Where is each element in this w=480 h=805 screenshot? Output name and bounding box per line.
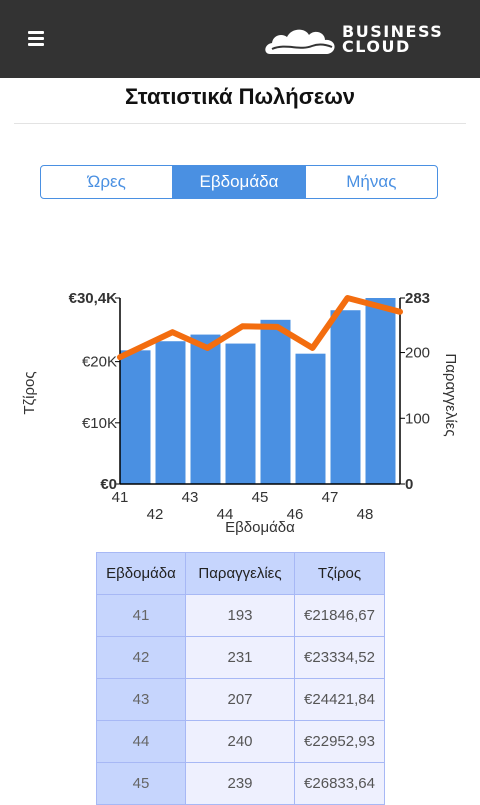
cell-orders: 240 — [185, 720, 295, 763]
tab-week[interactable]: Εβδομάδα — [172, 166, 305, 198]
right-tick-label: 200 — [405, 345, 430, 362]
tab-month[interactable]: Μήνας — [304, 166, 437, 198]
column-header-revenue: Τζίρος — [294, 552, 385, 595]
cell-week: 45 — [96, 762, 186, 805]
table-row: 45 239 €26833,64 — [96, 762, 385, 805]
revenue-bar — [225, 343, 256, 484]
x-tick-label: 48 — [357, 506, 374, 523]
period-selector: Ώρες Εβδομάδα Μήνας — [40, 165, 438, 199]
sales-table: Εβδομάδα Παραγγελίες Τζίρος 41 193 €2184… — [96, 552, 385, 805]
x-tick-label: 45 — [252, 489, 269, 506]
right-tick-label: 283 — [405, 290, 430, 307]
column-header-week: Εβδομάδα — [96, 552, 186, 595]
right-tick-label: 0 — [405, 476, 413, 493]
cell-revenue: €21846,67 — [294, 594, 385, 637]
cell-orders: 239 — [185, 762, 295, 805]
app-header: BUSINESS CLOUD — [0, 0, 480, 78]
table-row: 44 240 €22952,93 — [96, 720, 385, 763]
title-divider — [14, 123, 466, 124]
left-tick-label: €0 — [100, 476, 117, 493]
x-tick-label: 46 — [287, 506, 304, 523]
left-tick-label: €10K — [82, 415, 117, 432]
revenue-bar — [190, 334, 221, 484]
cell-week: 43 — [96, 678, 186, 721]
column-header-orders: Παραγγελίες — [185, 552, 295, 595]
cloud-icon — [265, 29, 335, 54]
right-tick-label: 100 — [405, 410, 430, 427]
cell-revenue: €23334,52 — [294, 636, 385, 679]
left-tick-label: €30,4K — [69, 290, 118, 307]
revenue-bar — [260, 319, 291, 484]
revenue-bar — [295, 353, 326, 484]
cell-revenue: €26833,64 — [294, 762, 385, 805]
left-axis-title: Τζίρος — [21, 371, 38, 414]
revenue-bar — [155, 341, 186, 484]
logo-line-2: CLOUD — [342, 37, 411, 56]
cell-revenue: €22952,93 — [294, 720, 385, 763]
hamburger-menu-icon[interactable] — [28, 31, 44, 47]
orders-line — [117, 295, 403, 361]
tab-hours[interactable]: Ώρες — [87, 172, 126, 191]
cell-week: 41 — [96, 594, 186, 637]
table-header-row: Εβδομάδα Παραγγελίες Τζίρος — [96, 552, 385, 595]
x-tick-label: 47 — [322, 489, 339, 506]
cell-week: 44 — [96, 720, 186, 763]
logo-text: BUSINESS CLOUD — [342, 22, 444, 56]
right-axis-title: Παραγγελίες — [442, 353, 459, 436]
cell-revenue: €24421,84 — [294, 678, 385, 721]
revenue-bar — [365, 298, 396, 484]
revenue-bar — [120, 350, 151, 484]
table-row: 41 193 €21846,67 — [96, 594, 385, 637]
x-tick-label: 42 — [147, 506, 164, 523]
cell-week: 42 — [96, 636, 186, 679]
x-axis-title: Εβδομάδα — [225, 519, 295, 536]
x-tick-label: 41 — [112, 489, 129, 506]
x-tick-label: 44 — [217, 506, 234, 523]
cell-orders: 193 — [185, 594, 295, 637]
table-row: 43 207 €24421,84 — [96, 678, 385, 721]
cell-orders: 231 — [185, 636, 295, 679]
revenue-bar — [330, 310, 361, 484]
business-cloud-logo: BUSINESS CLOUD — [264, 20, 460, 60]
table-row: 42 231 €23334,52 — [96, 636, 385, 679]
logo-line-1: BUSINESS — [342, 22, 444, 41]
left-tick-label: €20K — [82, 354, 117, 371]
sales-chart: €0 €10K €20K €30,4K 0 100 200 283 41 42 43 44 45 46 47… — [21, 290, 459, 536]
page-title: Στατιστικά Πωλήσεων — [124, 84, 356, 109]
cell-orders: 207 — [185, 678, 295, 721]
x-tick-label: 43 — [182, 489, 199, 506]
